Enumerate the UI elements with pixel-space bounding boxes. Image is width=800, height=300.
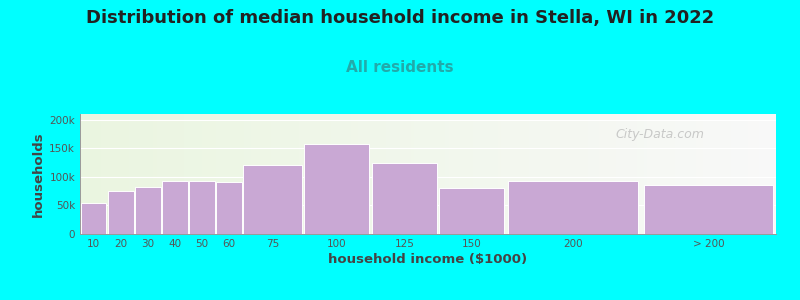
Bar	[189, 181, 214, 234]
Text: All residents: All residents	[346, 60, 454, 75]
Bar	[509, 181, 638, 234]
Bar	[304, 144, 370, 234]
Bar	[107, 191, 134, 234]
Text: Distribution of median household income in Stella, WI in 2022: Distribution of median household income …	[86, 9, 714, 27]
Bar	[81, 202, 106, 234]
Y-axis label: households: households	[32, 131, 45, 217]
Bar	[372, 163, 437, 234]
Bar	[162, 181, 187, 234]
Bar	[439, 188, 504, 234]
Text: City-Data.com: City-Data.com	[616, 128, 705, 141]
Bar	[134, 187, 161, 234]
X-axis label: household income ($1000): household income ($1000)	[329, 253, 527, 266]
Bar	[243, 165, 302, 234]
Bar	[216, 182, 242, 234]
Bar	[643, 185, 774, 234]
